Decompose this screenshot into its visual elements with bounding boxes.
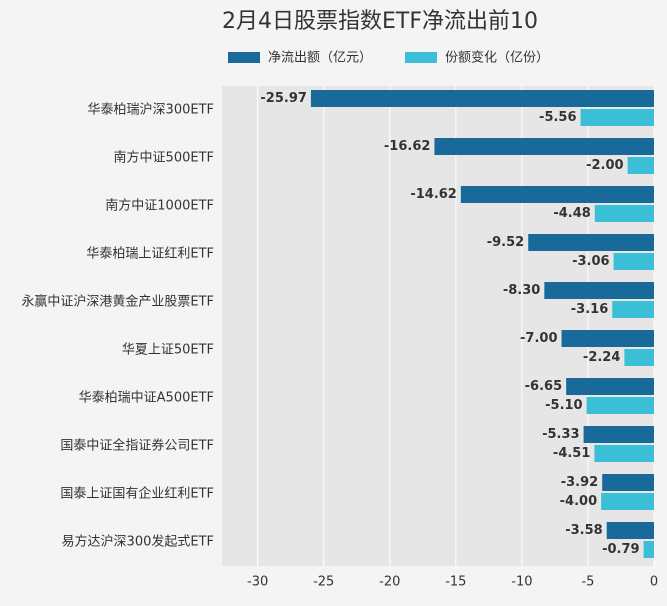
bar bbox=[624, 349, 654, 366]
x-tick-label: -20 bbox=[379, 575, 400, 590]
bar bbox=[566, 378, 654, 395]
y-tick-label: 华泰柏瑞中证A500ETF bbox=[79, 391, 214, 406]
bar bbox=[561, 330, 654, 347]
bar bbox=[613, 253, 654, 270]
bar bbox=[594, 445, 654, 462]
x-tick-label: -5 bbox=[581, 575, 594, 590]
value-label: -5.33 bbox=[542, 427, 579, 442]
bar bbox=[594, 205, 654, 222]
bar bbox=[643, 541, 654, 558]
value-label: -3.06 bbox=[572, 254, 609, 269]
bar bbox=[544, 282, 654, 299]
bar bbox=[606, 522, 654, 539]
y-tick-label: 国泰上证国有企业红利ETF bbox=[60, 486, 214, 502]
y-tick-label: 永赢中证沪深港黄金产业股票ETF bbox=[21, 294, 214, 310]
value-label: -4.48 bbox=[553, 206, 590, 221]
plot-area bbox=[222, 86, 654, 566]
value-label: -14.62 bbox=[410, 187, 457, 202]
bar bbox=[528, 234, 654, 251]
y-tick-label: 华泰柏瑞上证红利ETF bbox=[86, 246, 214, 262]
bar bbox=[310, 90, 654, 107]
y-tick-label: 华泰柏瑞沪深300ETF bbox=[88, 102, 214, 118]
value-label: -6.65 bbox=[525, 379, 562, 394]
legend-label: 净流出额（亿元） bbox=[268, 51, 372, 66]
bar bbox=[434, 138, 654, 155]
value-label: -3.16 bbox=[571, 302, 608, 317]
value-label: -16.62 bbox=[384, 139, 431, 154]
bar bbox=[586, 397, 654, 414]
value-label: -2.24 bbox=[583, 350, 620, 365]
value-label: -9.52 bbox=[487, 235, 524, 250]
bar bbox=[460, 186, 654, 203]
bar bbox=[627, 157, 654, 174]
y-tick-label: 华夏上证50ETF bbox=[122, 343, 214, 358]
legend-swatch bbox=[228, 52, 260, 63]
value-label: -5.56 bbox=[539, 110, 576, 125]
value-label: -4.51 bbox=[553, 446, 590, 461]
legend-label: 份额变化（亿份） bbox=[445, 50, 549, 66]
bar bbox=[602, 474, 654, 491]
y-tick-label: 国泰中证全指证券公司ETF bbox=[60, 438, 214, 454]
bar bbox=[583, 426, 654, 443]
value-label: -0.79 bbox=[602, 542, 639, 557]
x-tick-label: -10 bbox=[511, 575, 532, 590]
legend-swatch bbox=[405, 52, 437, 63]
x-tick-label: -30 bbox=[247, 575, 268, 590]
value-label: -8.30 bbox=[503, 283, 540, 298]
chart-title: 2月4日股票指数ETF净流出前10 bbox=[222, 9, 538, 34]
value-label: -3.58 bbox=[565, 523, 602, 538]
y-tick-label: 易方达沪深300发起式ETF bbox=[62, 534, 214, 550]
value-label: -2.00 bbox=[586, 158, 623, 173]
value-label: -3.92 bbox=[561, 475, 598, 490]
x-tick-label: -15 bbox=[445, 575, 466, 590]
bar bbox=[580, 109, 654, 126]
bar bbox=[601, 493, 654, 510]
y-tick-label: 南方中证500ETF bbox=[114, 150, 214, 166]
value-label: -7.00 bbox=[520, 331, 557, 346]
value-label: -4.00 bbox=[560, 494, 597, 509]
y-tick-label: 南方中证1000ETF bbox=[105, 198, 214, 214]
bar bbox=[612, 301, 654, 318]
value-label: -5.10 bbox=[545, 398, 582, 413]
x-tick-label: -25 bbox=[313, 575, 334, 590]
value-label: -25.97 bbox=[260, 91, 307, 106]
x-tick-label: 0 bbox=[650, 575, 658, 590]
